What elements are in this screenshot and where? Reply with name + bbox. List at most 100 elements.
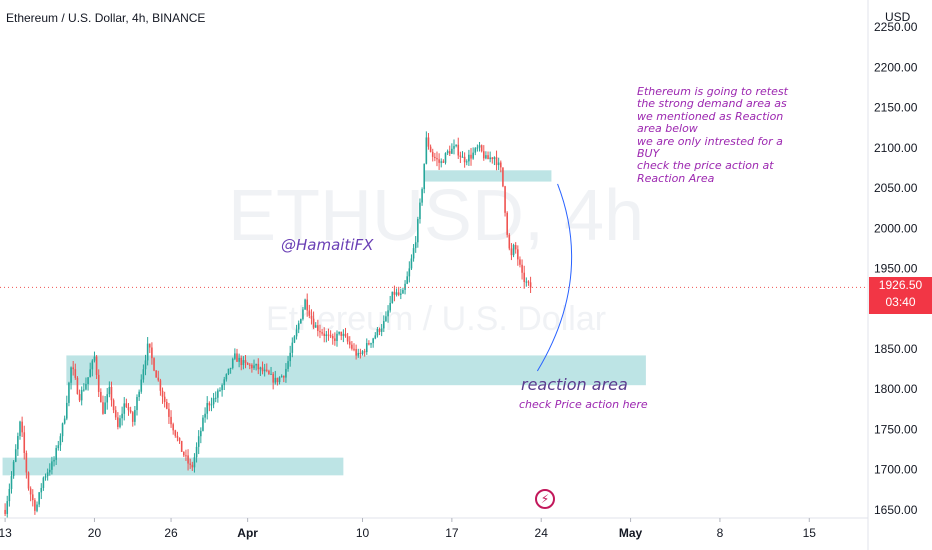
candle-body bbox=[391, 291, 394, 303]
candle-body bbox=[163, 396, 166, 402]
candle-body bbox=[112, 400, 115, 411]
zone-2 bbox=[2, 457, 344, 476]
candle-body bbox=[59, 436, 62, 446]
candle-body bbox=[378, 328, 381, 332]
watermark-name: Ethereum / U.S. Dollar bbox=[266, 300, 606, 338]
candle-body bbox=[91, 360, 94, 370]
candle-body bbox=[440, 161, 443, 163]
candle-body bbox=[497, 162, 500, 166]
candle-body bbox=[102, 402, 104, 414]
candle-body bbox=[521, 264, 523, 273]
candle-body bbox=[225, 374, 228, 380]
candle-body bbox=[321, 332, 323, 334]
candle-body bbox=[344, 333, 347, 337]
candle-body bbox=[165, 401, 168, 409]
y-tick-label: 1650.00 bbox=[874, 503, 918, 517]
candle-body bbox=[129, 410, 132, 413]
candle-body bbox=[387, 310, 389, 317]
candle-body bbox=[431, 151, 434, 157]
candle-body bbox=[29, 488, 32, 495]
candle-body bbox=[202, 417, 204, 431]
candle-body bbox=[508, 234, 511, 249]
y-tick-label: 1800.00 bbox=[874, 382, 918, 396]
candle-body bbox=[338, 331, 340, 334]
candle-body bbox=[472, 152, 474, 159]
candle-body bbox=[506, 212, 508, 235]
candle-body bbox=[19, 421, 21, 437]
candle-body bbox=[66, 402, 68, 419]
lightning-icon[interactable]: ⚡ bbox=[535, 489, 555, 509]
candle-body bbox=[10, 476, 13, 489]
candle-body bbox=[280, 375, 283, 378]
candle-body bbox=[114, 410, 117, 418]
x-tick-label: 13 bbox=[0, 526, 12, 540]
candle-body bbox=[359, 352, 362, 354]
candle-body bbox=[444, 153, 447, 163]
candle-body bbox=[223, 379, 226, 386]
y-tick-label: 2100.00 bbox=[874, 141, 918, 155]
candle-body bbox=[468, 154, 470, 162]
candle-body bbox=[87, 377, 89, 384]
last-price: 1926.50 bbox=[878, 278, 923, 292]
candle-body bbox=[76, 377, 79, 395]
candle-body bbox=[38, 492, 40, 505]
candle-body bbox=[448, 151, 451, 154]
candle-body bbox=[17, 436, 19, 450]
candle-body bbox=[446, 151, 449, 154]
candle-body bbox=[397, 292, 400, 295]
candle-body bbox=[463, 156, 466, 163]
candle-body bbox=[310, 315, 313, 319]
candle-body bbox=[417, 219, 419, 243]
candle-body bbox=[195, 446, 198, 458]
candle-body bbox=[406, 276, 408, 284]
candle-body bbox=[170, 416, 172, 425]
y-tick-label: 2000.00 bbox=[874, 221, 918, 235]
candle-body bbox=[8, 488, 11, 502]
candle-body bbox=[308, 310, 311, 316]
candle-body bbox=[185, 455, 187, 457]
candle-body bbox=[355, 349, 357, 356]
candle-body bbox=[523, 272, 526, 283]
y-tick-label: 2200.00 bbox=[874, 60, 918, 74]
candle-body bbox=[510, 248, 513, 256]
projection-arc bbox=[536, 183, 573, 372]
currency-label[interactable]: USD bbox=[885, 10, 911, 24]
candle-body bbox=[27, 472, 30, 489]
zone-0 bbox=[66, 355, 646, 386]
candle-body bbox=[53, 459, 55, 462]
candle-body bbox=[214, 397, 217, 399]
candle-body bbox=[197, 436, 200, 447]
candle-body bbox=[72, 367, 74, 370]
candle-body bbox=[246, 362, 249, 365]
candle-body bbox=[227, 368, 230, 375]
candle-body bbox=[110, 386, 113, 401]
candle-body bbox=[131, 412, 134, 422]
candle-body bbox=[51, 461, 53, 470]
candle-body bbox=[402, 289, 404, 294]
candle-body bbox=[295, 329, 298, 337]
candle-body bbox=[155, 370, 157, 378]
candle-body bbox=[119, 418, 121, 427]
candle-body bbox=[208, 403, 211, 406]
candle-body bbox=[414, 242, 417, 249]
candle-body bbox=[12, 461, 15, 477]
y-tick-label: 2050.00 bbox=[874, 181, 918, 195]
candle-body bbox=[434, 156, 436, 159]
candle-body bbox=[491, 157, 494, 160]
candle-body bbox=[255, 363, 257, 366]
candle-body bbox=[319, 330, 321, 333]
candle-body bbox=[482, 151, 485, 159]
candle-body bbox=[93, 356, 96, 361]
candle-body bbox=[459, 155, 462, 157]
candle-body bbox=[329, 335, 332, 337]
candle-body bbox=[455, 144, 457, 147]
x-tick-label: May bbox=[619, 526, 643, 540]
candle-body bbox=[485, 155, 487, 159]
candle-body bbox=[442, 161, 445, 163]
zones-layer bbox=[2, 170, 646, 476]
y-tick-label: 1750.00 bbox=[874, 422, 918, 436]
candle-body bbox=[412, 248, 415, 259]
candle-body bbox=[134, 410, 136, 422]
